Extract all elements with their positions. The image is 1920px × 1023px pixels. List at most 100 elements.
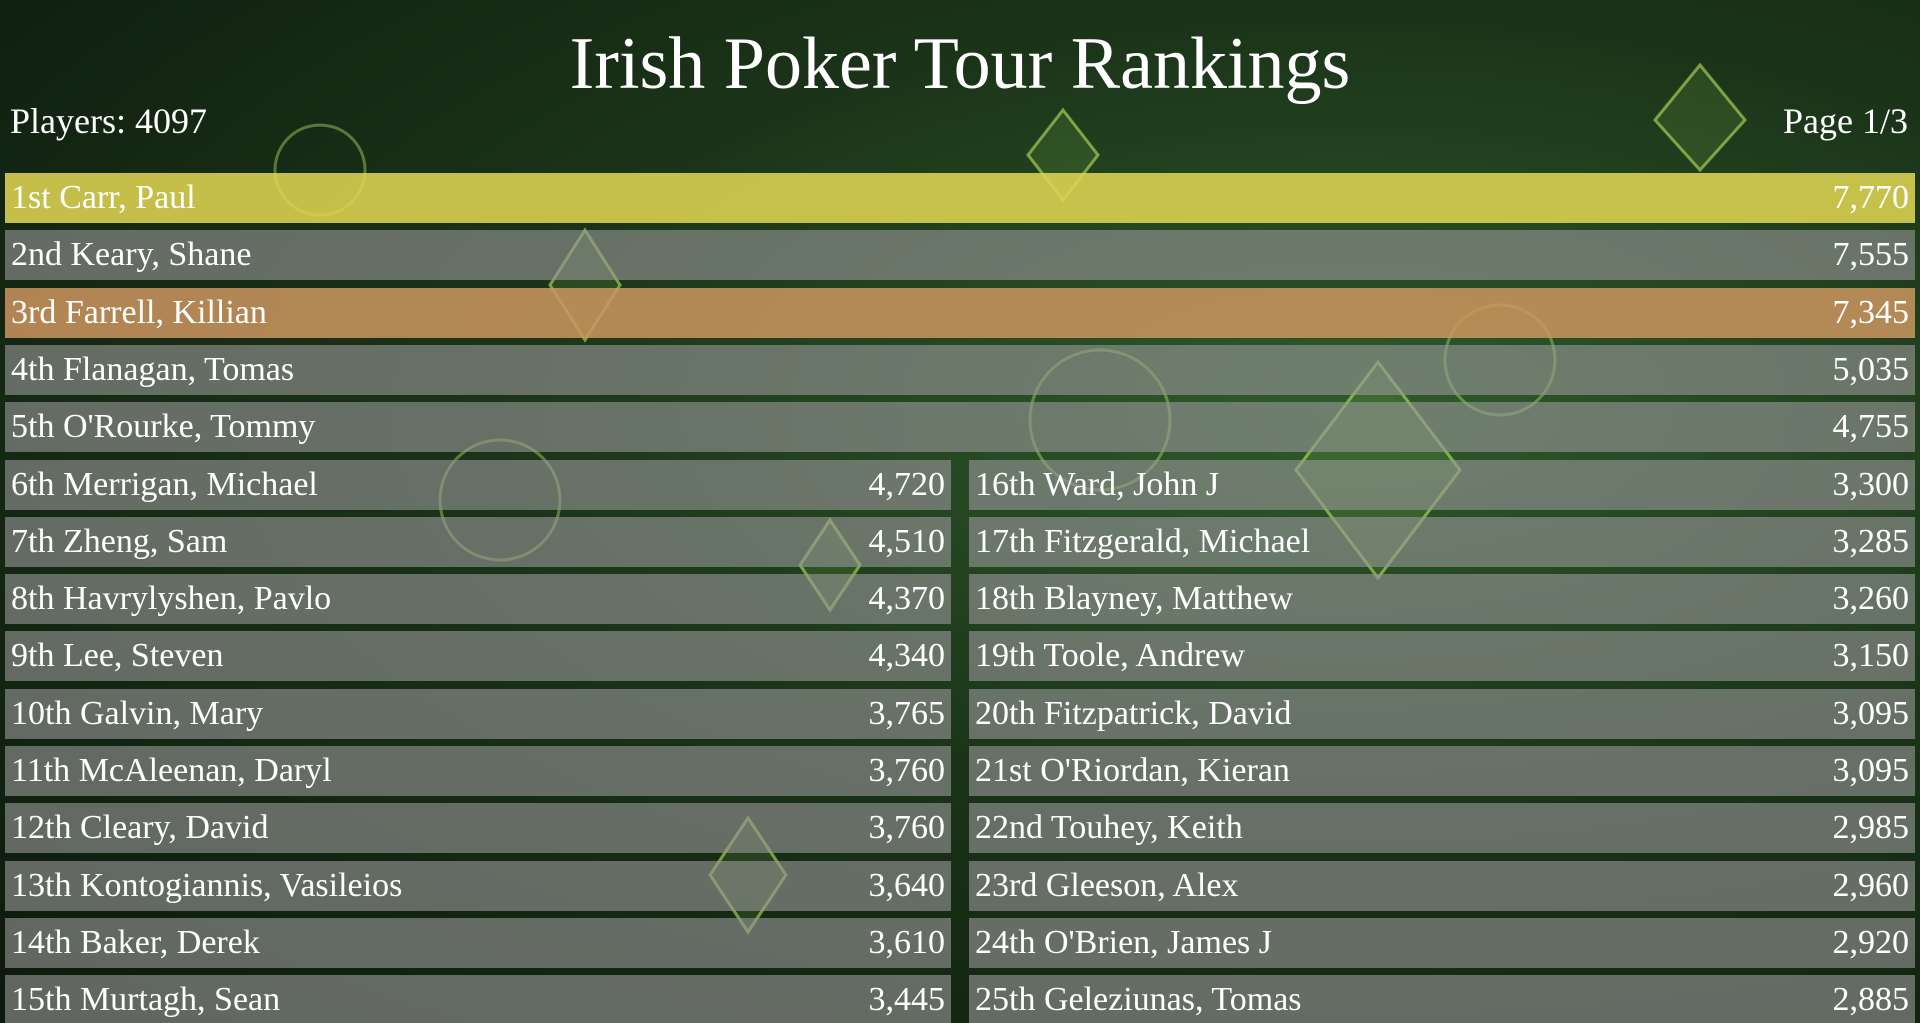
points: 4,755 (1832, 408, 1910, 446)
ranking-row: 16th Ward, John J 3,300 (969, 459, 1915, 510)
ranking-row: 18th Blayney, Matthew 3,260 (969, 574, 1915, 625)
ranking-row: 14th Baker, Derek 3,610 (5, 917, 951, 968)
rank: 1st (11, 179, 51, 216)
ranking-row: 19th Toole, Andrew 3,150 (969, 631, 1915, 682)
ranking-row: 22nd Touhey, Keith 2,985 (969, 803, 1915, 854)
rank: 6th (11, 465, 55, 503)
rank: 15th (11, 981, 72, 1019)
player-name: Touhey, Keith (1050, 809, 1243, 847)
rank: 7th (11, 522, 55, 560)
rank: 8th (11, 580, 55, 618)
ranking-row: 13th Kontogiannis, Vasileios 3,640 (5, 860, 951, 911)
player-name: Carr, Paul (59, 179, 196, 216)
player-label: 19th Toole, Andrew (975, 631, 1245, 681)
player-label: 13th Kontogiannis, Vasileios (11, 861, 402, 911)
ranking-row: 2nd Keary, Shane 7,555 (5, 230, 1915, 281)
ranking-row: 3rd Farrell, Killian 7,345 (5, 287, 1915, 338)
points: 2,885 (1832, 981, 1910, 1019)
player-label: 4th Flanagan, Tomas (11, 345, 294, 395)
player-label: 8th Havrylyshen, Pavlo (11, 574, 331, 624)
player-name: Cleary, David (79, 809, 269, 847)
player-name: Farrell, Killian (64, 293, 267, 331)
points: 4,340 (868, 637, 946, 675)
rank: 23rd (975, 866, 1038, 904)
rank: 3rd (11, 293, 57, 331)
rank: 14th (11, 923, 72, 961)
rank: 12th (11, 809, 72, 847)
player-name: Havrylyshen, Pavlo (62, 580, 332, 618)
player-label: 10th Galvin, Mary (11, 689, 263, 739)
player-label: 11th McAleenan, Daryl (11, 746, 332, 796)
rank: 19th (975, 637, 1036, 675)
player-label: 1st Carr, Paul (11, 173, 196, 223)
points: 7,770 (1832, 179, 1910, 216)
points: 4,370 (868, 580, 946, 618)
rank: 21st (975, 752, 1032, 789)
player-name: Galvin, Mary (79, 694, 264, 732)
points: 7,555 (1832, 236, 1910, 274)
ranking-row: 10th Galvin, Mary 3,765 (5, 688, 951, 739)
player-name: McAleenan, Daryl (78, 752, 332, 789)
player-label: 12th Cleary, David (11, 803, 268, 853)
points: 3,640 (868, 866, 946, 904)
ranking-row: 24th O'Brien, James J 2,920 (969, 917, 1915, 968)
points: 3,095 (1832, 694, 1910, 732)
player-name: Ward, John J (1043, 465, 1220, 503)
ranking-row: 12th Cleary, David 3,760 (5, 803, 951, 854)
ranking-row: 5th O'Rourke, Tommy 4,755 (5, 402, 1915, 453)
player-name: Kontogiannis, Vasileios (79, 866, 403, 904)
points: 2,960 (1832, 866, 1910, 904)
ranking-row: 20th Fitzpatrick, David 3,095 (969, 688, 1915, 739)
player-label: 9th Lee, Steven (11, 631, 223, 681)
ranking-row: 21st O'Riordan, Kieran 3,095 (969, 746, 1915, 796)
ranking-row: 15th Murtagh, Sean 3,445 (5, 975, 951, 1023)
player-name: Geleziunas, Tomas (1043, 981, 1302, 1019)
points: 3,760 (868, 809, 946, 847)
player-name: Flanagan, Tomas (62, 350, 295, 388)
player-label: 15th Murtagh, Sean (11, 975, 280, 1023)
player-name: O'Rourke, Tommy (62, 408, 316, 446)
ranking-row: 23rd Gleeson, Alex 2,960 (969, 860, 1915, 911)
player-label: 2nd Keary, Shane (11, 230, 251, 280)
points: 3,610 (868, 923, 946, 961)
page-indicator: Page 1/3 (1783, 101, 1908, 141)
points: 3,095 (1832, 752, 1910, 789)
rank: 10th (11, 694, 72, 732)
player-name: Fitzgerald, Michael (1043, 522, 1311, 560)
player-name: Keary, Shane (70, 236, 252, 274)
points: 5,035 (1832, 350, 1910, 388)
player-label: 16th Ward, John J (975, 460, 1219, 510)
player-label: 7th Zheng, Sam (11, 517, 227, 567)
player-name: Zheng, Sam (62, 522, 228, 560)
points: 4,510 (868, 522, 946, 560)
rank: 24th (975, 923, 1036, 961)
ranking-row: 8th Havrylyshen, Pavlo 4,370 (5, 574, 951, 625)
player-name: Gleeson, Alex (1045, 866, 1239, 904)
ranking-row: 4th Flanagan, Tomas 5,035 (5, 344, 1915, 395)
points: 3,445 (868, 981, 946, 1019)
player-name: Fitzpatrick, David (1043, 694, 1292, 732)
rank: 16th (975, 465, 1036, 503)
rank: 5th (11, 408, 55, 446)
points: 3,285 (1832, 522, 1910, 560)
player-name: Merrigan, Michael (62, 465, 318, 503)
player-name: Baker, Derek (79, 923, 260, 961)
player-label: 14th Baker, Derek (11, 918, 260, 968)
ranking-row: 25th Geleziunas, Tomas 2,885 (969, 975, 1915, 1023)
rank: 18th (975, 580, 1036, 618)
points: 2,985 (1832, 809, 1910, 847)
player-label: 5th O'Rourke, Tommy (11, 402, 315, 452)
player-label: 25th Geleziunas, Tomas (975, 975, 1302, 1023)
ranking-row: 7th Zheng, Sam 4,510 (5, 516, 951, 567)
points: 4,720 (868, 465, 946, 503)
player-label: 23rd Gleeson, Alex (975, 861, 1238, 911)
ranking-row: 9th Lee, Steven 4,340 (5, 631, 951, 682)
player-label: 22nd Touhey, Keith (975, 803, 1243, 853)
points: 2,920 (1832, 923, 1910, 961)
points: 3,260 (1832, 580, 1910, 618)
rank: 17th (975, 522, 1036, 560)
player-name: Blayney, Matthew (1043, 580, 1293, 618)
player-label: 20th Fitzpatrick, David (975, 689, 1291, 739)
points: 3,300 (1832, 465, 1910, 503)
rank: 25th (975, 981, 1036, 1019)
